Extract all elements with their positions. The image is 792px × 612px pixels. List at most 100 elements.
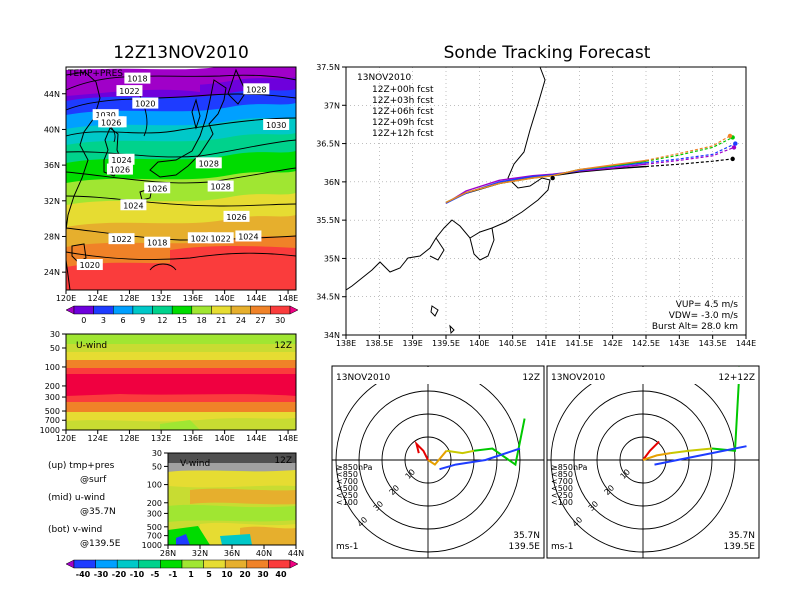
- u-wind-p-tick-label: 100: [45, 363, 60, 372]
- track-lon-tick-label: 138.5E: [365, 339, 393, 348]
- colorbar-cell: [113, 305, 134, 315]
- u-wind-p-tick-label: 700: [45, 416, 60, 425]
- isobar-labels: 1018102210201028103010261026103010241026…: [76, 72, 290, 271]
- isobar-label-bg: [207, 232, 234, 244]
- track-landing-point: [730, 156, 735, 162]
- u-wind-lon-tick-label: 132E: [151, 434, 171, 443]
- track-info-line: VUP= 4.5 m/s: [676, 300, 739, 310]
- track-lat-tick-label: 37.5N: [316, 63, 340, 72]
- isobar-label-bg: [243, 83, 270, 95]
- isobar-label: 1026: [147, 184, 167, 193]
- colorbar-tick-label: 6: [121, 316, 126, 325]
- track-lat-tick-label: 34N: [324, 331, 340, 340]
- isobar-label: 1026: [101, 118, 121, 127]
- temperature-colorbar: 0 3 6 9 12 15 18 21 24 27 30: [65, 305, 299, 325]
- hodograph-level-label: <850: [551, 470, 573, 479]
- colorbar-tick-label: 9: [140, 316, 145, 325]
- u-wind-p-tick-label: 300: [45, 393, 60, 402]
- colorbar-tick-label: 18: [197, 316, 207, 325]
- hodograph-trace: [439, 447, 521, 471]
- v-wind-label: V-wind: [180, 459, 210, 469]
- u-wind-lon-tick-label: 120E: [56, 434, 76, 443]
- u-wind-lon-tick-label: 124E: [88, 434, 108, 443]
- track-lat-tick-label: 37N: [324, 101, 340, 110]
- hodograph-level-label: <700: [336, 477, 358, 486]
- map-lat-tick-label: 40N: [44, 125, 60, 134]
- map-lon-tick-label: 124E: [88, 294, 108, 303]
- isobar-label: 1024: [111, 156, 131, 165]
- hodograph-level-label: ≥850hPa: [551, 463, 588, 472]
- v-wind-p-tick-label: 100: [147, 481, 162, 490]
- hodograph-level-label: <500: [336, 484, 358, 493]
- left-title: 12Z13NOV2010: [113, 43, 249, 63]
- track-line-descent: [645, 158, 733, 168]
- track-landing-point: [733, 141, 738, 146]
- u-wind-lon-tick-label: 128E: [119, 434, 139, 443]
- hodograph-frame: [331, 365, 545, 559]
- track-line-descent: [645, 146, 735, 165]
- colorbar-cell: [268, 559, 291, 569]
- map-lon-tick-label: 120E: [56, 294, 76, 303]
- track-lon-tick-label: 139E: [403, 339, 423, 348]
- hodograph-level-label: ≥850hPa: [336, 463, 373, 472]
- track-lat-tick-label: 36N: [324, 178, 340, 187]
- isobar-label-bg: [108, 233, 135, 245]
- track-lon-tick-label: 139.5E: [432, 339, 460, 348]
- isobar-label-bg: [195, 157, 222, 169]
- v-wind-lat-ticks: 28N 32N 36N 40N 44N: [160, 545, 304, 558]
- track-lon-tick-label: 141.5E: [565, 339, 593, 348]
- map-lon-tick-label: 148E: [278, 294, 298, 303]
- hodograph-trace: [446, 449, 475, 455]
- isobar-label-bg: [207, 180, 234, 192]
- colorbar-cell: [224, 559, 248, 569]
- v-wind-lat-tick-label: 32N: [192, 549, 208, 558]
- v-wind-lat-tick-label: 40N: [256, 549, 272, 558]
- track-date: 13NOV2010: [357, 73, 411, 83]
- hodograph-trace: [642, 452, 671, 461]
- hodograph-level-label: <100: [551, 498, 573, 507]
- isobar-label: 1028: [246, 85, 266, 94]
- track-lon-tick-label: 142.5E: [632, 339, 660, 348]
- track-grid: [346, 67, 746, 335]
- u-wind-fill: [66, 334, 296, 430]
- colorbar-cell: [230, 305, 251, 315]
- track-legend-entry: 12Z+06h fcst: [372, 107, 434, 117]
- map-lat-tick-label: 28N: [44, 232, 60, 241]
- v-wind-p-tick-label: 700: [147, 532, 162, 541]
- colorbar-tick-label: 27: [255, 316, 265, 325]
- hodograph-time: 12+12Z: [718, 373, 755, 383]
- colorbar-cell: [246, 559, 269, 569]
- colorbar-tick-label: -30: [94, 570, 109, 579]
- v-wind-p-tick-label: 300: [147, 509, 162, 518]
- hodograph-level-label: <250: [551, 491, 573, 500]
- hodograph-level-label: <250: [336, 491, 358, 500]
- track-line-ascent: [445, 159, 647, 204]
- hodograph-frame: [546, 365, 760, 559]
- colorbar-tick-label: -20: [112, 570, 127, 579]
- isobar-label-bg: [106, 163, 133, 175]
- hodograph-trace: [670, 447, 713, 455]
- v-wind-lat-tick-label: 28N: [160, 549, 176, 558]
- note-line1: (bot) v-wind: [48, 525, 102, 535]
- isobar-label-bg: [98, 116, 125, 128]
- map-lat-ticks: 44N 40N 36N 32N 28N 24N: [44, 90, 66, 277]
- isobar-label: 1018: [127, 75, 147, 84]
- isobar-label-bg: [235, 230, 262, 242]
- colorbar-cell: [132, 305, 153, 315]
- colorbar-cell: [211, 305, 232, 315]
- track-line-ascent: [445, 163, 647, 204]
- isobar-label-bg: [144, 182, 171, 194]
- u-wind-p-tick-label: 500: [45, 407, 60, 416]
- colorbar-cell: [152, 305, 173, 315]
- colorbar-tick-label: 3: [101, 316, 106, 325]
- colorbar-tick-label: 21: [216, 316, 226, 325]
- colorbar-cell: [116, 559, 140, 569]
- track-lines: [445, 133, 738, 204]
- track-lat-tick-label: 35N: [324, 254, 340, 263]
- colorbar-cell: [73, 305, 94, 315]
- colorbar-cell: [160, 559, 183, 569]
- track-lon-tick-label: 143E: [669, 339, 689, 348]
